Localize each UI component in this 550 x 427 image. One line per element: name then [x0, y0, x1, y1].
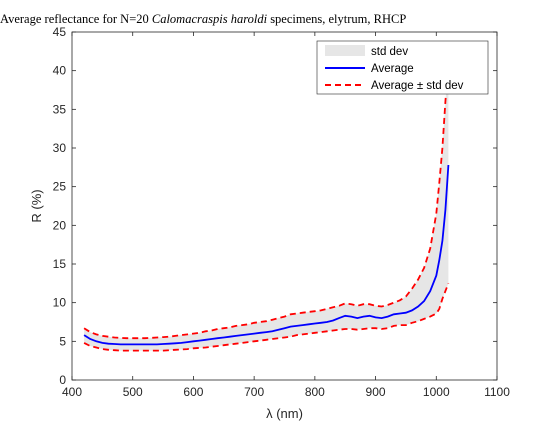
x-tick-label: 1000	[423, 385, 450, 399]
x-tick-label: 900	[366, 385, 386, 399]
y-tick-label: 25	[53, 180, 67, 194]
x-axis-symbol: λ	[266, 406, 273, 421]
x-axis-label: λ (nm)	[266, 406, 303, 421]
axis-ticks: 400 500 600 700 800 900 1000 1100 0 5 10 15 20 25 30 35…	[53, 25, 511, 399]
chart-title: Average reflectance for N=20 Calomacrasp…	[0, 12, 406, 26]
x-tick-label: 1100	[484, 385, 510, 399]
y-axis-label: R (%)	[29, 189, 44, 222]
y-tick-label: 45	[53, 25, 67, 39]
y-tick-label: 30	[53, 141, 67, 155]
legend-label-std-dev: std dev	[371, 46, 408, 58]
y-tick-label: 35	[53, 102, 67, 116]
plot-frame	[71, 31, 498, 381]
legend-label-average: Average	[371, 63, 414, 75]
x-tick-label: 600	[183, 385, 203, 399]
title-prefix: Average reflectance for N=20	[0, 12, 152, 26]
y-tick-label: 5	[59, 334, 66, 348]
std-dev-band	[84, 62, 449, 351]
y-tick-label: 40	[53, 64, 67, 78]
legend-swatch-std-dev	[325, 45, 365, 56]
series-lower-std-line	[83, 282, 450, 352]
series-average-line	[83, 164, 450, 346]
series-upper-std-line	[83, 62, 450, 340]
legend: std dev Average Average ± std dev	[316, 40, 489, 95]
x-tick-label: 500	[123, 385, 143, 399]
title-suffix: specimens, elytrum, RHCP	[267, 12, 406, 26]
y-tick-label: 20	[53, 218, 67, 232]
y-tick-label: 0	[59, 373, 66, 387]
x-axis-unit: (nm)	[273, 406, 303, 421]
y-tick-label: 15	[53, 257, 67, 271]
legend-label-std-line: Average ± std dev	[371, 80, 464, 92]
x-tick-label: 700	[244, 385, 264, 399]
std-dev-fill-layer	[84, 62, 449, 351]
x-tick-label: 400	[62, 385, 82, 399]
title-species: Calomacraspis haroldi	[152, 12, 268, 26]
x-tick-label: 800	[305, 385, 325, 399]
series-lines-layer	[83, 62, 450, 352]
y-tick-label: 10	[53, 296, 67, 310]
